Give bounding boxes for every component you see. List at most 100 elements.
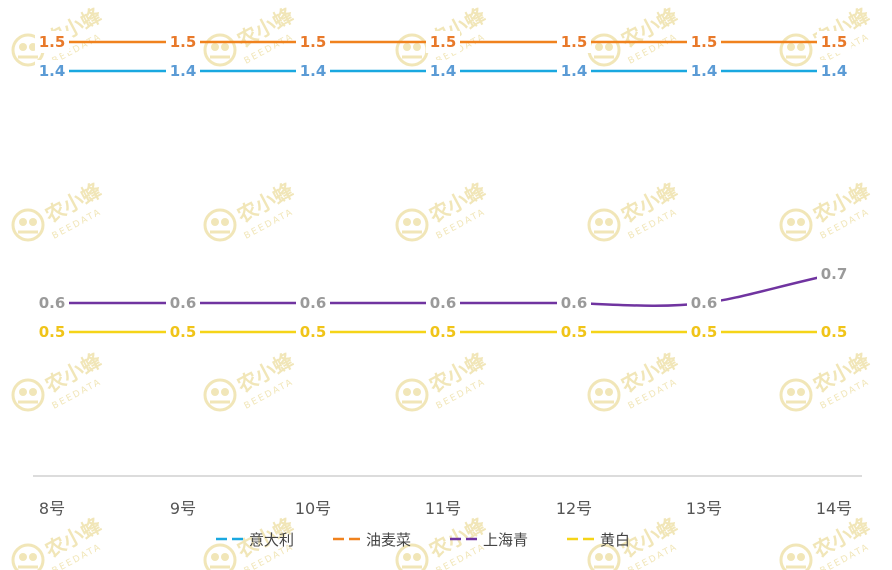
data-label: 0.5: [687, 321, 721, 343]
data-label-text: 0.5: [430, 323, 457, 341]
data-label: 0.6: [557, 292, 591, 314]
bee-logo-icon: [587, 33, 621, 67]
data-label-text: 1.5: [39, 33, 66, 51]
legend-item[interactable]: 上海青: [450, 531, 528, 549]
data-label: 1.5: [296, 31, 330, 53]
data-label-text: 1.5: [170, 33, 197, 51]
data-label-text: 1.4: [300, 62, 327, 80]
legend-item[interactable]: 意大利: [216, 531, 294, 549]
bee-logo-icon: [779, 543, 813, 570]
data-label: 0.6: [166, 292, 200, 314]
data-label: 0.5: [817, 321, 851, 343]
data-label-text: 0.6: [170, 294, 197, 312]
data-label: 1.4: [166, 60, 200, 82]
data-label-text: 0.5: [300, 323, 327, 341]
bee-logo-icon: [395, 378, 429, 412]
bee-logo-icon: [395, 208, 429, 242]
data-label-text: 0.6: [561, 294, 588, 312]
bee-logo-icon: [203, 378, 237, 412]
legend-item[interactable]: 油麦菜: [333, 531, 411, 549]
bee-logo-icon: [779, 378, 813, 412]
bee-logo-icon: [779, 33, 813, 67]
data-label: 1.4: [557, 60, 591, 82]
data-label: 1.4: [296, 60, 330, 82]
data-label: 1.5: [557, 31, 591, 53]
data-label-text: 0.5: [691, 323, 718, 341]
legend-item[interactable]: 黄白: [567, 531, 630, 549]
data-label: 1.5: [687, 31, 721, 53]
data-label-text: 0.5: [561, 323, 588, 341]
data-label: 0.5: [296, 321, 330, 343]
x-tick-label: 12号: [556, 499, 592, 518]
x-tick-label: 9号: [170, 499, 196, 518]
data-label: 1.5: [35, 31, 69, 53]
data-label-text: 0.5: [821, 323, 848, 341]
data-label: 1.4: [35, 60, 69, 82]
data-label: 0.5: [166, 321, 200, 343]
data-label: 1.4: [687, 60, 721, 82]
legend-label: 意大利: [249, 531, 294, 549]
bee-logo-icon: [587, 543, 621, 570]
data-label-text: 0.6: [39, 294, 66, 312]
data-label-text: 1.5: [300, 33, 327, 51]
bee-logo-icon: [587, 378, 621, 412]
data-label-text: 0.5: [39, 323, 66, 341]
data-label-text: 1.4: [561, 62, 588, 80]
bee-logo-icon: [11, 543, 45, 570]
data-label: 0.5: [35, 321, 69, 343]
x-tick-label: 10号: [295, 499, 331, 518]
bee-logo-icon: [11, 208, 45, 242]
x-tick-label: 13号: [686, 499, 722, 518]
data-label: 0.7: [817, 263, 851, 285]
data-label-text: 1.4: [170, 62, 197, 80]
data-label-text: 0.6: [300, 294, 327, 312]
x-tick-labels: 8号 9号 10号 11号 12号 13号 14号: [39, 499, 852, 518]
bee-logo-icon: [203, 543, 237, 570]
data-label: 1.5: [166, 31, 200, 53]
bee-logo-icon: [779, 208, 813, 242]
data-label: 0.5: [557, 321, 591, 343]
series-layer: [50, 40, 836, 334]
data-label-text: 1.4: [430, 62, 457, 80]
data-label: 1.5: [426, 31, 460, 53]
legend: 意大利 油麦菜 上海青 黄白: [216, 531, 630, 549]
data-label: 0.6: [296, 292, 330, 314]
data-label: 0.6: [426, 292, 460, 314]
bee-logo-icon: [395, 33, 429, 67]
data-label-text: 1.5: [821, 33, 848, 51]
bee-logo-icon: [203, 208, 237, 242]
data-label: 0.6: [35, 292, 69, 314]
x-tick-label: 14号: [816, 499, 852, 518]
data-label-text: 0.6: [691, 294, 718, 312]
data-label-text: 1.5: [561, 33, 588, 51]
data-label-text: 1.4: [691, 62, 718, 80]
legend-label: 黄白: [600, 531, 630, 549]
data-label-text: 1.5: [691, 33, 718, 51]
data-label: 0.6: [687, 292, 721, 314]
legend-label: 上海青: [483, 531, 528, 549]
data-label: 1.5: [817, 31, 851, 53]
legend-label: 油麦菜: [366, 531, 411, 549]
data-label: 1.4: [426, 60, 460, 82]
bee-logo-icon: [11, 378, 45, 412]
data-label: 1.4: [817, 60, 851, 82]
data-label-text: 1.5: [430, 33, 457, 51]
data-label-text: 1.4: [39, 62, 66, 80]
data-label: 0.5: [426, 321, 460, 343]
bee-logo-icon: [203, 33, 237, 67]
